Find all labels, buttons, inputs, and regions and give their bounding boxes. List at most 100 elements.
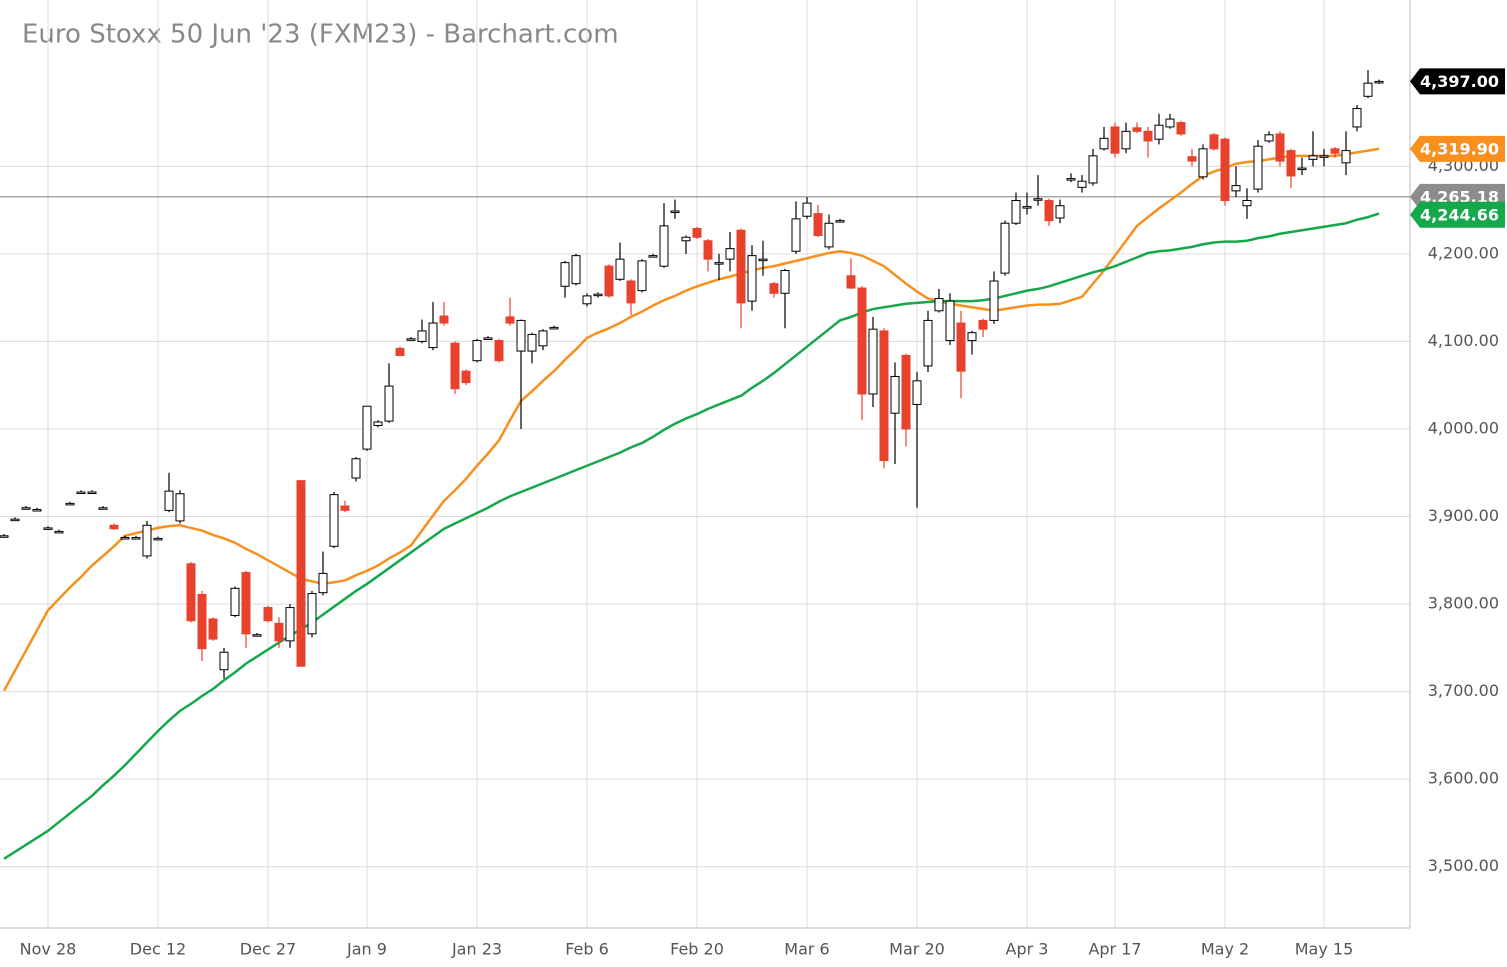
x-tick-label: May 2 — [1201, 940, 1249, 959]
candle-body — [1121, 130, 1131, 150]
candle-body — [230, 587, 240, 616]
candle-body — [582, 295, 592, 305]
candle-body — [1198, 148, 1208, 178]
candle-body — [637, 260, 647, 292]
candle-body — [791, 218, 801, 252]
candle-body — [10, 518, 20, 522]
candle-body — [549, 326, 559, 330]
x-tick-label: May 15 — [1295, 940, 1354, 959]
candle-body — [516, 319, 526, 352]
candle-body — [406, 338, 416, 341]
candle-body — [263, 607, 273, 622]
y-tick-label: 3,700.00 — [1428, 681, 1499, 700]
candle-body — [670, 210, 680, 213]
candle-body — [0, 535, 9, 538]
candle-body — [109, 524, 119, 530]
candle-body — [373, 421, 383, 426]
candle-body — [1253, 145, 1263, 190]
candle-body — [1275, 133, 1285, 162]
candle-body — [1132, 127, 1142, 132]
candle-body — [527, 333, 537, 352]
candle-body — [1231, 185, 1241, 192]
candle-body — [296, 480, 306, 667]
price-tag — [1410, 201, 1505, 228]
candle-body — [285, 607, 295, 642]
candle-body — [879, 330, 889, 461]
candle-body — [1066, 178, 1076, 181]
moving-average — [2, 147, 1380, 692]
candle-body — [912, 380, 922, 405]
candle-body — [1143, 130, 1153, 142]
candle-body — [219, 651, 229, 671]
candle-body — [439, 315, 449, 324]
candle-body — [318, 572, 328, 594]
candle-body — [1286, 150, 1296, 177]
candle-body — [186, 563, 196, 622]
candle-body — [362, 405, 372, 450]
y-tick-label: 4,000.00 — [1428, 418, 1499, 437]
candle-body — [1000, 222, 1010, 274]
candle-body — [472, 340, 482, 362]
candle-body — [1088, 155, 1098, 184]
candle-body — [934, 298, 944, 312]
candle-body — [736, 229, 746, 304]
x-tick-label: Feb 20 — [670, 940, 724, 959]
candle-body — [307, 593, 317, 635]
candle-body — [329, 494, 339, 547]
candle-body — [1154, 124, 1164, 140]
candle-body — [252, 634, 262, 637]
candle-body — [714, 262, 724, 265]
moving-average — [3, 212, 1380, 860]
candle-body — [967, 332, 977, 342]
candle-body — [395, 347, 405, 356]
candle-body — [153, 537, 163, 541]
y-tick-label: 3,500.00 — [1428, 856, 1499, 875]
candle-body — [1374, 80, 1384, 84]
candle-body — [747, 255, 757, 302]
candle-body — [1297, 167, 1307, 171]
candle-body — [692, 227, 702, 238]
candle-body — [1363, 82, 1373, 97]
candle-body — [1330, 148, 1340, 154]
candle-body — [901, 354, 911, 430]
candle-body — [164, 490, 174, 511]
candle-body — [989, 280, 999, 321]
candle-body — [274, 622, 284, 642]
x-tick-label: Jan 9 — [346, 940, 387, 959]
candle-body — [1319, 155, 1329, 158]
candle-body — [175, 493, 185, 522]
price-tag-label: 4,319.90 — [1420, 139, 1499, 158]
candle-body — [1055, 205, 1065, 219]
candle-body — [131, 537, 141, 540]
candle-body — [560, 262, 570, 287]
candle-body — [802, 202, 812, 217]
candle-body — [1176, 122, 1186, 135]
candle-body — [505, 316, 515, 324]
candle-body — [43, 527, 53, 530]
candle-body — [76, 491, 86, 495]
chart-title: Euro Stoxx 50 Jun '23 (FXM23) - Barchart… — [22, 20, 619, 50]
candle-body — [417, 330, 427, 342]
candle-body — [241, 572, 251, 635]
candle-body — [593, 293, 603, 297]
candle-body — [87, 491, 97, 495]
candle-body — [571, 255, 581, 285]
candle-body — [1011, 199, 1021, 224]
candle-body — [1341, 150, 1351, 164]
price-tag-label: 4,244.66 — [1420, 205, 1499, 224]
y-tick-label: 4,200.00 — [1428, 243, 1499, 262]
candle-body — [54, 530, 64, 534]
candle-body — [1242, 199, 1252, 207]
price-tag — [1410, 135, 1505, 162]
candle-body — [725, 248, 735, 260]
candle-body — [615, 258, 625, 280]
candle-body — [824, 222, 834, 248]
candle-body — [1033, 198, 1043, 201]
candle-body — [450, 342, 460, 390]
candle-body — [978, 319, 988, 330]
candle-body — [1187, 156, 1197, 162]
candle-body — [98, 507, 108, 510]
candle-body — [923, 319, 933, 367]
candle-body — [483, 337, 493, 340]
candle-body — [890, 375, 900, 414]
